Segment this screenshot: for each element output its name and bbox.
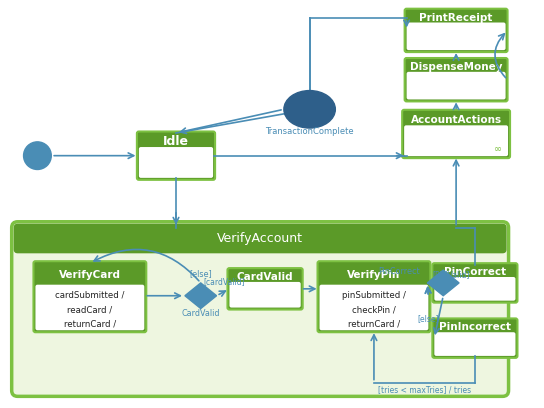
- FancyBboxPatch shape: [137, 131, 215, 180]
- FancyBboxPatch shape: [406, 72, 505, 100]
- FancyBboxPatch shape: [227, 268, 302, 310]
- FancyBboxPatch shape: [318, 261, 430, 332]
- FancyBboxPatch shape: [35, 285, 144, 330]
- FancyBboxPatch shape: [230, 282, 301, 308]
- Text: VerifyCard: VerifyCard: [59, 270, 121, 280]
- Text: DispenseMoney: DispenseMoney: [410, 62, 502, 72]
- FancyBboxPatch shape: [434, 332, 516, 356]
- FancyBboxPatch shape: [432, 263, 517, 303]
- FancyBboxPatch shape: [139, 147, 213, 178]
- Text: VerifyPin: VerifyPin: [347, 270, 400, 280]
- Text: [else]: [else]: [418, 314, 439, 323]
- Text: [tries < maxTries] / tries: [tries < maxTries] / tries: [378, 385, 471, 394]
- Text: PinIncorrect: PinIncorrect: [439, 322, 511, 332]
- FancyBboxPatch shape: [434, 277, 516, 301]
- FancyBboxPatch shape: [319, 285, 428, 330]
- Text: CardValid: CardValid: [182, 309, 220, 318]
- Polygon shape: [428, 270, 459, 296]
- Text: checkPin /: checkPin /: [352, 306, 396, 315]
- FancyBboxPatch shape: [34, 261, 146, 332]
- FancyBboxPatch shape: [402, 110, 510, 158]
- Polygon shape: [185, 283, 217, 308]
- FancyBboxPatch shape: [405, 9, 508, 52]
- Text: PinCorrect: PinCorrect: [444, 267, 506, 277]
- FancyBboxPatch shape: [11, 222, 509, 396]
- FancyBboxPatch shape: [14, 224, 506, 253]
- Text: returnCard /: returnCard /: [348, 320, 400, 329]
- Text: returnCard /: returnCard /: [64, 320, 116, 329]
- Text: TransactionComplete: TransactionComplete: [265, 126, 354, 135]
- Text: ∞: ∞: [493, 144, 502, 154]
- FancyBboxPatch shape: [406, 22, 505, 50]
- Text: [else]: [else]: [189, 270, 212, 279]
- Text: Idle: Idle: [163, 135, 189, 148]
- Text: cardSubmitted /: cardSubmitted /: [55, 291, 125, 300]
- Ellipse shape: [284, 91, 335, 128]
- Text: CardValid: CardValid: [237, 272, 293, 282]
- Text: AccountActions: AccountActions: [411, 115, 502, 124]
- Text: PrintReceipt: PrintReceipt: [419, 13, 493, 22]
- Text: PinCorrect: PinCorrect: [378, 266, 419, 275]
- FancyBboxPatch shape: [432, 318, 517, 358]
- Text: pinSubmitted /: pinSubmitted /: [342, 291, 406, 300]
- Text: readCard /: readCard /: [67, 306, 113, 315]
- Text: [cardValid]: [cardValid]: [203, 277, 245, 286]
- FancyBboxPatch shape: [404, 125, 508, 156]
- Text: [PINValid]: [PINValid]: [432, 271, 470, 279]
- FancyBboxPatch shape: [405, 58, 508, 102]
- Text: VerifyAccount: VerifyAccount: [217, 232, 303, 245]
- Circle shape: [23, 142, 51, 169]
